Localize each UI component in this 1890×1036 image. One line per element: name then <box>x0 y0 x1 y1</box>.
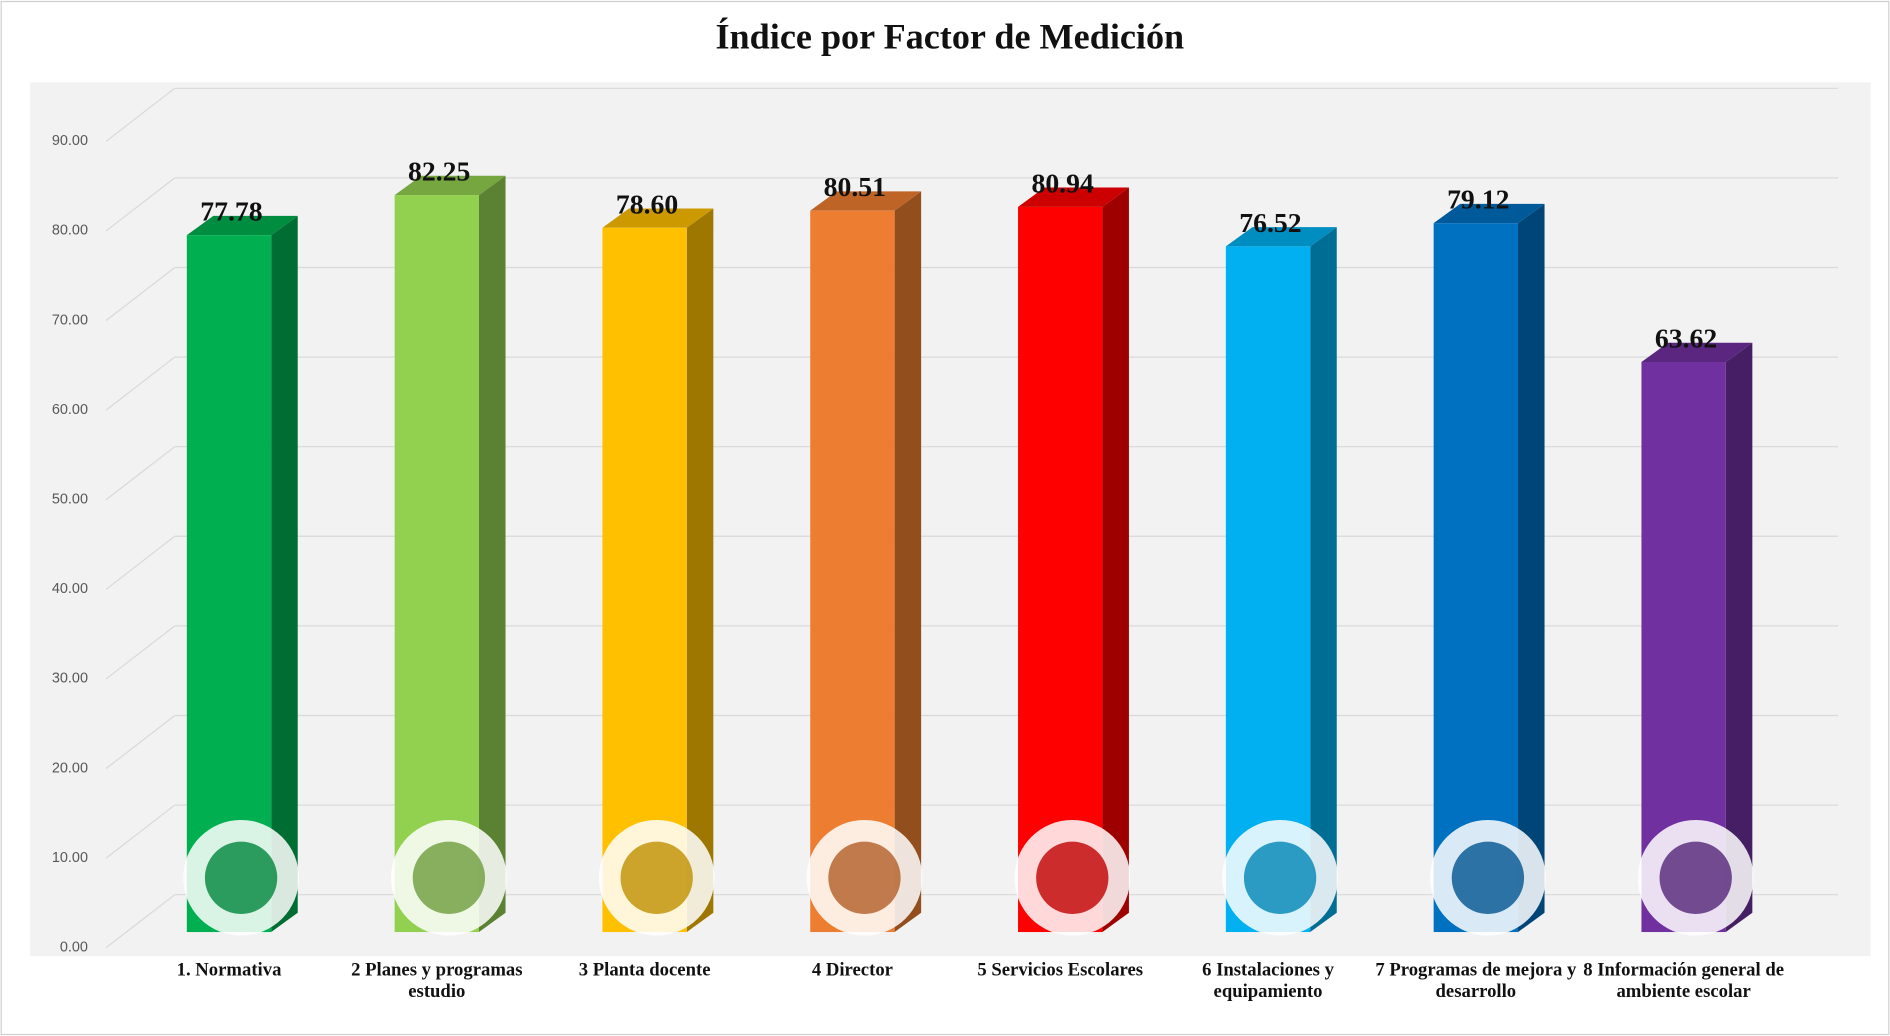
bar-icon-core <box>1660 842 1732 914</box>
y-tick-label: 80.00 <box>52 223 88 239</box>
bar-icon-core <box>1452 842 1524 914</box>
y-tick-label: 50.00 <box>52 492 88 508</box>
x-tick-label: 7 Programas de mejora y desarrollo <box>1367 960 1584 1003</box>
bar-icon-core <box>1244 842 1316 914</box>
bar-icon-core <box>828 842 900 914</box>
bar-icon-core <box>1036 842 1108 914</box>
x-tick-label-box: 7 Programas de mejora y desarrollo <box>1367 960 1584 1032</box>
x-tick-label: 6 Instalaciones y equipamiento <box>1160 960 1377 1003</box>
value-label: 79.12 <box>1447 184 1509 215</box>
y-tick-label: 40.00 <box>52 581 88 597</box>
y-tick-label: 60.00 <box>52 402 88 418</box>
x-tick-label: 5 Servicios Escolares <box>952 960 1169 982</box>
bar-icon-core <box>205 842 277 914</box>
value-label: 80.51 <box>824 171 886 202</box>
x-tick-label: 1. Normativa <box>121 960 338 982</box>
bar-icon-core <box>413 842 485 914</box>
x-tick-label-box: 1. Normativa <box>121 960 338 1032</box>
x-tick-label-box: 2 Planes y programas estudio <box>328 960 545 1032</box>
value-label: 63.62 <box>1655 323 1717 354</box>
y-tick-label: 10.00 <box>52 850 88 866</box>
value-label: 78.60 <box>616 188 678 219</box>
x-tick-label-box: 3 Planta docente <box>536 960 753 1032</box>
y-tick-label: 0.00 <box>60 940 88 956</box>
bar-icon-core <box>621 842 693 914</box>
x-tick-label-box: 4 Director <box>744 960 961 1032</box>
y-tick-label: 90.00 <box>52 133 88 149</box>
bar-side <box>479 176 506 932</box>
x-tick-label: 2 Planes y programas estudio <box>328 960 545 1003</box>
bar-side <box>1102 188 1129 932</box>
bar-side <box>1310 227 1337 932</box>
bar-side <box>687 209 714 933</box>
x-tick-label-box: 5 Servicios Escolares <box>952 960 1169 1032</box>
value-label: 77.78 <box>200 196 262 227</box>
x-tick-label: 4 Director <box>744 960 961 982</box>
value-label: 80.94 <box>1031 167 1094 198</box>
x-tick-label-box: 8 Información general de ambiente escola… <box>1575 960 1792 1032</box>
x-tick-label: 8 Información general de ambiente escola… <box>1575 960 1792 1003</box>
y-tick-label: 20.00 <box>52 760 88 776</box>
bar-side <box>1518 204 1545 932</box>
value-label: 82.25 <box>408 156 470 187</box>
bar-side <box>271 216 298 932</box>
value-label: 76.52 <box>1239 207 1301 238</box>
x-tick-label-box: 6 Instalaciones y equipamiento <box>1160 960 1377 1032</box>
chart: Índice por Factor de Medición 0.00 10.00 2… <box>0 0 1890 1036</box>
plot-area <box>30 82 1871 956</box>
bar-side <box>895 191 922 932</box>
y-tick-label: 30.00 <box>52 671 88 687</box>
x-tick-label: 3 Planta docente <box>536 960 753 982</box>
chart-title: Índice por Factor de Medición <box>715 16 1184 56</box>
y-tick-label: 70.00 <box>52 312 88 328</box>
